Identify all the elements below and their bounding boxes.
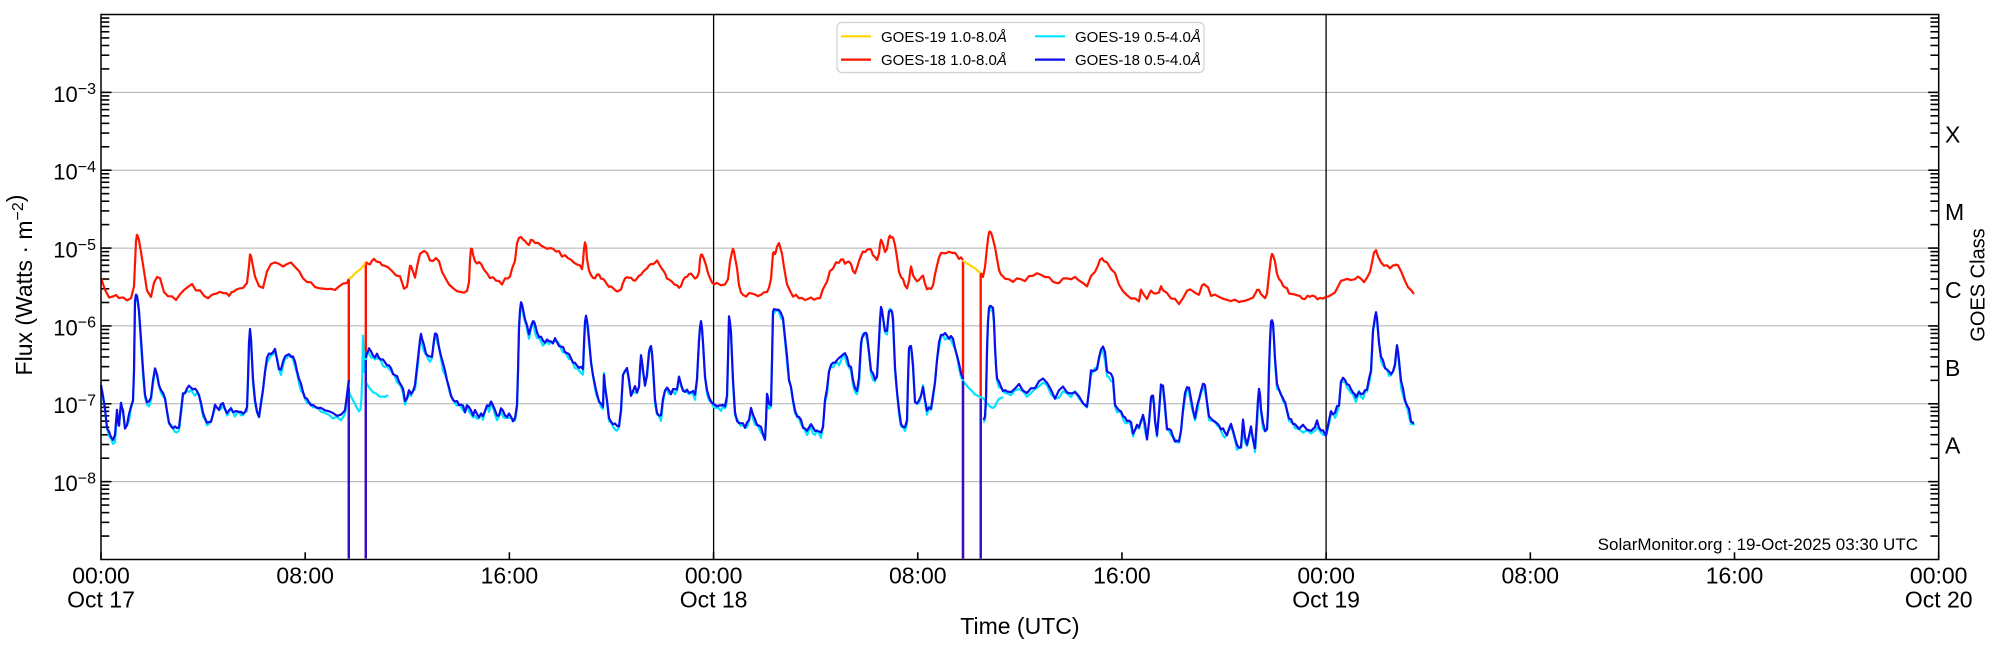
svg-text:08:00: 08:00 — [889, 563, 947, 589]
svg-text:B: B — [1945, 355, 1960, 381]
svg-text:M: M — [1945, 199, 1964, 225]
svg-text:GOES-19 0.5-4.0Å: GOES-19 0.5-4.0Å — [1075, 29, 1201, 46]
svg-text:16:00: 16:00 — [1706, 563, 1764, 589]
svg-text:00:00: 00:00 — [1297, 563, 1355, 589]
svg-text:Oct 17: Oct 17 — [67, 587, 135, 613]
svg-text:16:00: 16:00 — [1093, 563, 1151, 589]
svg-text:GOES-18 0.5-4.0Å: GOES-18 0.5-4.0Å — [1075, 52, 1201, 69]
svg-text:10−3: 10−3 — [53, 81, 96, 107]
svg-text:GOES-18 1.0-8.0Å: GOES-18 1.0-8.0Å — [881, 52, 1007, 69]
svg-text:SolarMonitor.org : 19-Oct-2025: SolarMonitor.org : 19-Oct-2025 03:30 UTC — [1598, 535, 1918, 554]
svg-text:08:00: 08:00 — [276, 563, 334, 589]
svg-text:00:00: 00:00 — [1910, 563, 1968, 589]
svg-text:GOES Class: GOES Class — [1968, 228, 1990, 341]
svg-text:Oct 20: Oct 20 — [1905, 587, 1973, 613]
svg-text:16:00: 16:00 — [481, 563, 539, 589]
svg-text:A: A — [1945, 433, 1961, 459]
svg-text:08:00: 08:00 — [1502, 563, 1560, 589]
svg-text:10−6: 10−6 — [53, 315, 96, 341]
svg-text:Time (UTC): Time (UTC) — [960, 613, 1079, 639]
svg-text:Oct 19: Oct 19 — [1292, 587, 1360, 613]
svg-text:10−7: 10−7 — [53, 393, 96, 419]
svg-text:X: X — [1945, 121, 1960, 147]
svg-text:00:00: 00:00 — [685, 563, 743, 589]
svg-text:GOES-19 1.0-8.0Å: GOES-19 1.0-8.0Å — [881, 29, 1007, 46]
svg-text:00:00: 00:00 — [72, 563, 130, 589]
svg-text:Oct 18: Oct 18 — [680, 587, 748, 613]
svg-text:C: C — [1945, 277, 1962, 303]
